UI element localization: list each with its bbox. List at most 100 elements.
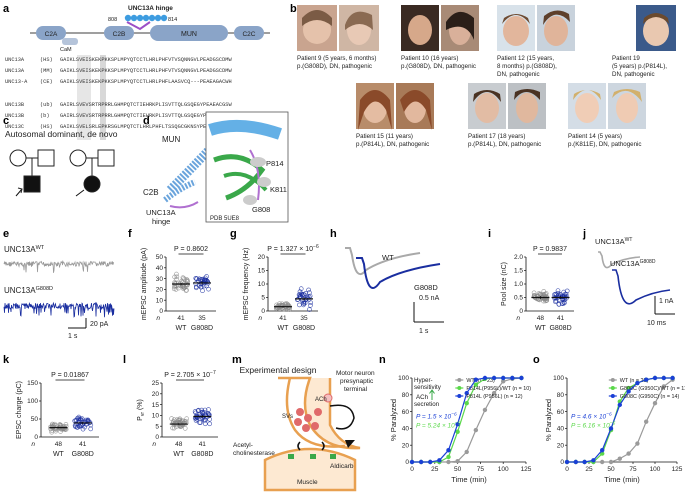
trace-h-wt: WT — [382, 253, 394, 262]
acetyl-label: cholinesterase — [233, 450, 275, 457]
panel-label-i: i — [488, 228, 491, 240]
y-tick-label: 40 — [156, 265, 164, 272]
series-point — [644, 419, 649, 424]
data-point — [207, 421, 212, 427]
data-point — [194, 276, 200, 282]
data-point — [544, 298, 550, 303]
svs-label: SVs — [282, 414, 293, 420]
series-point — [617, 402, 622, 408]
c2b-domain — [104, 26, 134, 40]
annotation: Hyper- — [414, 377, 433, 384]
y-axis-label: Pvr (%) — [137, 399, 146, 421]
data-point — [535, 294, 540, 299]
p-exponent: −7 — [210, 370, 216, 376]
series-point — [600, 448, 605, 453]
c2a-domain — [36, 26, 66, 40]
y-tick-label: 0.5 — [514, 295, 523, 302]
series-point — [473, 377, 479, 382]
data-point — [301, 301, 307, 306]
data-point — [193, 284, 199, 290]
n-value: 41 — [177, 315, 185, 322]
photo-caption: DN, pathogenic — [612, 71, 655, 78]
data-point — [182, 277, 187, 282]
y-axis-label: mEPSC amplitude (pA) — [141, 248, 148, 320]
group-label: WT — [278, 325, 290, 332]
group-label: WT — [535, 325, 547, 332]
data-point — [174, 274, 180, 280]
trace-h-mut: G808D — [414, 283, 438, 292]
data-point — [201, 277, 207, 283]
x-tick-label: 75 — [477, 466, 485, 473]
y-tick-label: 20 — [557, 442, 565, 449]
series-point — [591, 458, 596, 463]
align-species: (CE) — [40, 79, 53, 85]
y-tick-label: 1.5 — [514, 268, 523, 275]
mn-label: Motor neuron — [336, 370, 375, 377]
group-label: G808D — [549, 325, 571, 332]
y-tick-label: 150 — [27, 380, 38, 387]
series-point — [501, 379, 506, 384]
group-label: G808D — [72, 451, 94, 458]
group-label: WT — [173, 451, 185, 458]
panel-label-l: l — [123, 354, 126, 366]
legend-label: G808C (G950C) (n = 14) — [620, 394, 680, 400]
data-point — [205, 411, 211, 416]
data-point — [80, 426, 86, 432]
sequence-alignment: UNC13A (HS) GAIKLSVEISKEKPKKSPLMPYQTCCTL… — [5, 57, 232, 130]
k811-label: K811 — [270, 185, 287, 194]
y-tick-label: 40 — [402, 426, 410, 433]
y-axis-label: mEPSC frequency (Hz) — [243, 248, 250, 321]
data-point — [196, 283, 202, 288]
dot-plot-f: P = 0.8602 0 10 20 30 40 50 mEPSC amplitude (pA… — [141, 246, 216, 332]
series-point — [464, 401, 469, 406]
data-point — [556, 302, 562, 307]
photo-caption: Patient 19 — [612, 55, 640, 62]
align-name: UNC13C — [5, 124, 24, 130]
legend-marker — [457, 394, 462, 398]
x-tick-label: 50 — [454, 466, 462, 473]
data-point — [308, 300, 314, 306]
series-point — [652, 375, 658, 381]
data-point — [74, 424, 80, 430]
align-seq: GAIKLSVEISKEKPKKSPLMPYQTCCTLHRLPHFLAASVC… — [60, 79, 232, 85]
patient-photos: Patient 9 (5 years, 6 months) p.(G808D),… — [297, 5, 676, 148]
data-point — [306, 287, 311, 293]
series-point — [652, 401, 658, 406]
data-point — [176, 417, 181, 423]
y-tick-label: 10 — [152, 413, 160, 420]
data-point — [198, 420, 203, 425]
structure-model: MUN C2B UNC13A hinge P814 K811 G808 PDB … — [143, 111, 289, 226]
pedigree — [9, 149, 115, 197]
data-point — [183, 284, 189, 289]
scale-ms-j: 10 ms — [647, 320, 667, 327]
data-point — [543, 292, 548, 297]
series-point — [564, 459, 570, 465]
y-tick-label: 20 — [402, 442, 410, 449]
n-value: 41 — [557, 315, 565, 322]
series-point — [600, 451, 605, 456]
data-point — [171, 286, 177, 292]
scale-bar-h — [413, 302, 444, 323]
y-tick-label: 0 — [34, 434, 38, 441]
trace-j-wt: UNC13AWT — [595, 237, 632, 246]
y-tick-label: 5 — [155, 423, 159, 430]
data-point — [193, 281, 199, 286]
align-name: UNC13B — [5, 113, 24, 119]
paralysis-chart-o: 0 20 40 60 80 100 0 25 50 75 100 125 Time (min) % Par… — [544, 375, 685, 484]
res814-label: 814 — [168, 17, 177, 23]
data-point — [553, 291, 558, 297]
series-point — [573, 459, 578, 465]
n-value: 35 — [198, 315, 206, 322]
trace-j-mut: UNC13AG808D — [610, 259, 656, 268]
epsc-j-mut — [612, 269, 671, 305]
y-tick-label: 5 — [261, 295, 265, 302]
y-tick-label: 80 — [557, 392, 565, 399]
series-point — [626, 385, 631, 391]
n-label: n — [516, 315, 520, 322]
y-axis-label-sub: vr — [140, 412, 146, 417]
y-tick-label: 80 — [402, 392, 410, 399]
series-point — [473, 427, 479, 433]
up-arrow-head — [429, 389, 435, 394]
p-value: P = 0.9837 — [533, 246, 567, 253]
muscle-label: Muscle — [297, 479, 318, 486]
